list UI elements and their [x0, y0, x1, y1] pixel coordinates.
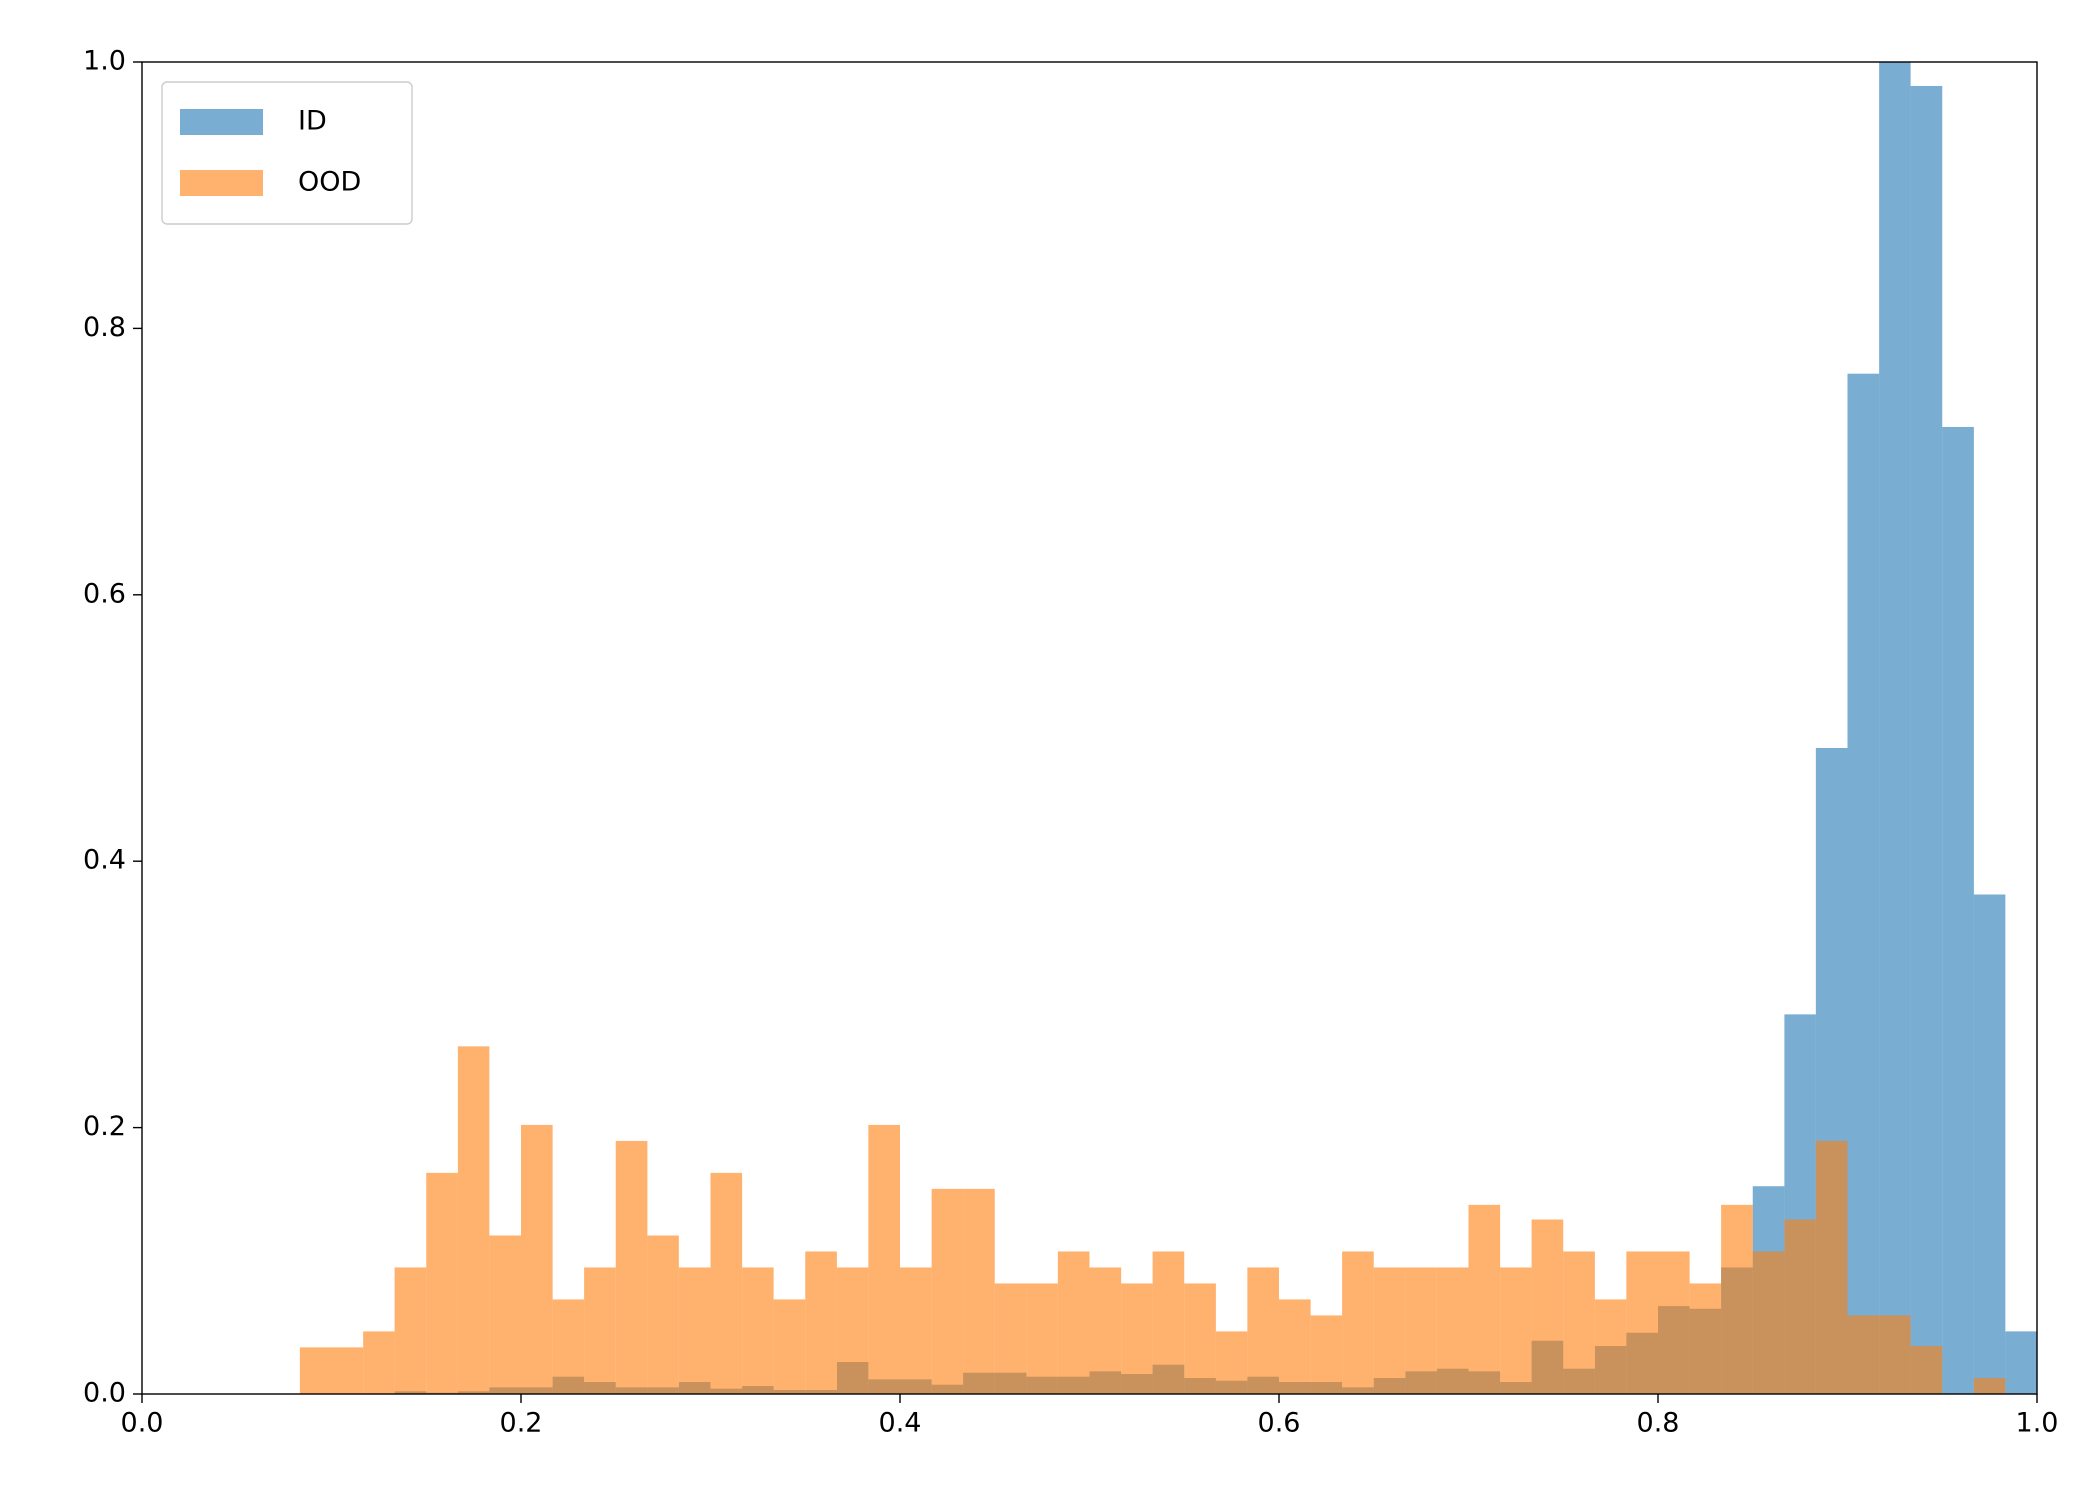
histogram-bar — [773, 1299, 806, 1394]
histogram-bar — [584, 1267, 616, 1394]
histogram-bar — [521, 1124, 553, 1394]
histogram-bar — [836, 1267, 869, 1394]
histogram-bar — [1405, 1267, 1437, 1394]
x-tick-label: 1.0 — [2016, 1408, 2059, 1439]
histogram-bar — [1879, 62, 1911, 1394]
histogram-bar — [1563, 1251, 1595, 1394]
histogram-bar — [1847, 373, 1880, 1394]
histogram-bar — [963, 1188, 995, 1394]
histogram-bar — [931, 1188, 964, 1394]
histogram-bar — [805, 1251, 837, 1394]
axes-frame — [141, 61, 2038, 1395]
histogram-bar — [710, 1172, 743, 1394]
histogram-bar — [615, 1140, 648, 1394]
histogram-bar — [678, 1267, 711, 1394]
histogram-bar — [1057, 1251, 1090, 1394]
histogram-bar — [1342, 1251, 1374, 1394]
histogram-bar — [1310, 1315, 1343, 1394]
histogram-bar — [426, 1172, 458, 1394]
histogram-bar — [1215, 1331, 1248, 1394]
histogram-bar — [1247, 1267, 1279, 1394]
histogram-bar — [1815, 1140, 1848, 1394]
legend-label: ID — [298, 106, 327, 137]
histogram-bar — [1879, 1315, 1911, 1394]
histogram-bar — [1784, 1219, 1816, 1394]
y-tick-label: 0.6 — [83, 578, 126, 609]
histogram-bar — [299, 1347, 332, 1394]
histogram-bar — [1973, 1378, 2006, 1394]
histogram-bar — [1121, 1283, 1153, 1394]
histogram-bar — [1721, 1204, 1753, 1394]
histogram-bar — [1594, 1299, 1627, 1394]
y-tick-label: 0.0 — [83, 1378, 126, 1409]
histogram-bar — [394, 1267, 427, 1394]
histogram-bar — [1152, 1251, 1185, 1394]
legend-swatch — [180, 170, 263, 196]
histogram-bar — [457, 1046, 490, 1394]
histogram-bar — [1910, 1346, 1943, 1394]
legend-swatch — [180, 109, 263, 135]
histogram-bar — [1752, 1251, 1785, 1394]
histogram-bar — [1626, 1251, 1658, 1394]
x-tick-label: 0.8 — [1637, 1408, 1680, 1439]
histogram-bar — [489, 1235, 521, 1394]
histogram-bar — [1942, 426, 1974, 1394]
histogram-bar — [552, 1299, 585, 1394]
histogram-bar — [994, 1283, 1027, 1394]
plot-area — [299, 62, 2037, 1394]
y-tick-label: 0.2 — [83, 1111, 126, 1142]
histogram-bar — [1973, 894, 2006, 1394]
x-tick-label: 0.4 — [879, 1408, 922, 1439]
histogram-bar — [868, 1124, 900, 1394]
histogram-bar — [1089, 1267, 1122, 1394]
y-tick-label: 0.4 — [83, 845, 126, 876]
histogram-bar — [1026, 1283, 1058, 1394]
histogram-bar — [742, 1267, 774, 1394]
histogram-bar — [363, 1331, 395, 1394]
legend-label: OOD — [298, 167, 361, 198]
y-tick-label: 1.0 — [83, 46, 126, 77]
histogram-bar — [1531, 1219, 1564, 1394]
x-tick-label: 0.0 — [121, 1408, 164, 1439]
x-tick-label: 0.6 — [1258, 1408, 1301, 1439]
histogram-bar — [1279, 1299, 1311, 1394]
x-tick-label: 0.2 — [500, 1408, 543, 1439]
histogram-bar — [1658, 1251, 1690, 1394]
histogram-bar — [1689, 1283, 1722, 1394]
histogram-bar — [1847, 1315, 1880, 1394]
histogram-bar — [1500, 1267, 1532, 1394]
histogram-bar — [900, 1267, 932, 1394]
histogram-bar — [1468, 1204, 1501, 1394]
histogram-bar — [1436, 1267, 1469, 1394]
histogram-bar — [1184, 1283, 1216, 1394]
histogram-bar — [331, 1347, 364, 1394]
histogram-bar — [647, 1235, 679, 1394]
histogram-bar — [1373, 1267, 1406, 1394]
y-tick-label: 0.8 — [83, 312, 126, 343]
histogram-bar — [1910, 85, 1943, 1394]
histogram-bar — [2005, 1331, 2037, 1394]
legend-box — [161, 81, 413, 225]
